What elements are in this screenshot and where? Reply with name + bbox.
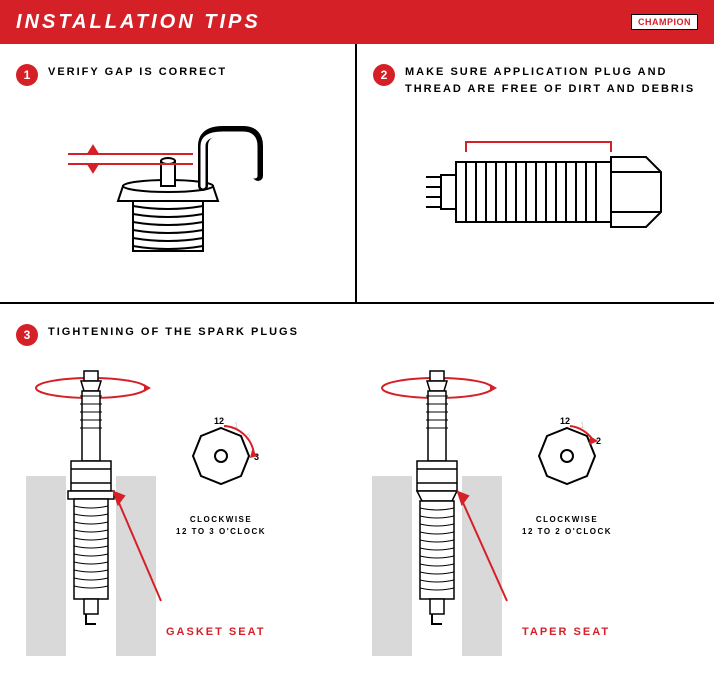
gasket-plug-svg	[16, 366, 166, 666]
clockwise-text: CLOCKWISE	[190, 515, 252, 524]
step-1-panel: 1 VERIFY GAP IS CORRECT	[0, 44, 357, 302]
clock-range-text: 12 TO 3 O'CLOCK	[176, 527, 266, 536]
gap-svg	[48, 106, 308, 266]
page-title: INSTALLATION TIPS	[16, 11, 261, 34]
step-bullet-3: 3	[16, 324, 38, 346]
step-3-panel: 3 TIGHTENING OF THE SPARK PLUGS	[0, 304, 714, 686]
taper-clock-svg: 12 2 1	[522, 416, 612, 506]
thread-illustration	[373, 117, 698, 267]
clock-range-text-b: 12 TO 2 O'CLOCK	[522, 527, 612, 536]
step-bullet-2: 2	[373, 64, 395, 86]
taper-seat-label: TAPER SEAT	[522, 626, 610, 638]
gasket-clock-svg: 12 3 1 2	[176, 416, 266, 506]
step-1-head: 1 VERIFY GAP IS CORRECT	[16, 64, 339, 86]
top-panels: 1 VERIFY GAP IS CORRECT	[0, 44, 714, 304]
step-2-head: 2 MAKE SURE APPLICATION PLUG AND THREAD …	[373, 64, 698, 97]
step-3-text: TIGHTENING OF THE SPARK PLUGS	[48, 324, 299, 341]
taper-clock-label: CLOCKWISE 12 TO 2 O'CLOCK	[522, 514, 612, 538]
thread-svg	[386, 117, 686, 267]
gasket-seat-label: GASKET SEAT	[166, 626, 265, 638]
clock-12-b: 12	[560, 416, 570, 426]
clockwise-text-b: CLOCKWISE	[536, 515, 598, 524]
step-2-panel: 2 MAKE SURE APPLICATION PLUG AND THREAD …	[357, 44, 714, 302]
gasket-seat-col: 12 3 1 2 CLOCKWISE 12 TO 3 O'CLOCK GASKE…	[16, 366, 352, 666]
taper-plug-svg	[362, 366, 512, 666]
brand-logo: CHAMPION	[631, 14, 698, 30]
step-1-text: VERIFY GAP IS CORRECT	[48, 64, 227, 81]
gasket-clock-label: CLOCKWISE 12 TO 3 O'CLOCK	[176, 514, 266, 538]
step-bullet-1: 1	[16, 64, 38, 86]
header-bar: INSTALLATION TIPS CHAMPION	[0, 0, 714, 44]
taper-seat-col: 12 2 1 CLOCKWISE 12 TO 2 O'CLOCK TAPER S…	[362, 366, 698, 666]
clock-12: 12	[214, 416, 224, 426]
step-2-text: MAKE SURE APPLICATION PLUG AND THREAD AR…	[405, 64, 698, 97]
tightening-grid: 12 3 1 2 CLOCKWISE 12 TO 3 O'CLOCK GASKE…	[16, 366, 698, 666]
gap-illustration	[16, 106, 339, 266]
step-3-head: 3 TIGHTENING OF THE SPARK PLUGS	[16, 324, 698, 346]
